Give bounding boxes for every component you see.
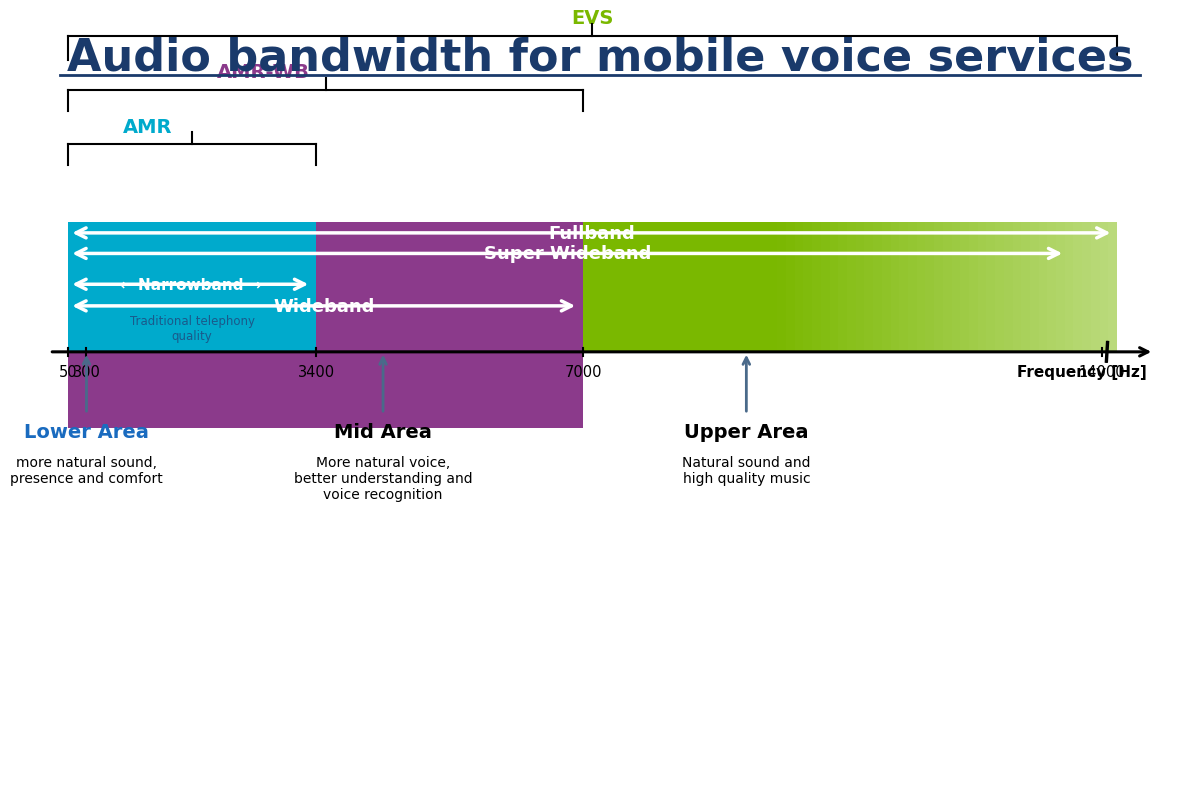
Bar [821, 223, 829, 352]
Bar [968, 223, 978, 352]
Text: 7000: 7000 [564, 364, 602, 379]
Bar [908, 223, 917, 352]
Bar [995, 223, 1004, 352]
Text: 300: 300 [72, 364, 101, 379]
Bar [829, 223, 839, 352]
Bar [68, 223, 583, 428]
Text: Audio bandwidth for mobile voice services: Audio bandwidth for mobile voice service… [67, 36, 1133, 79]
Text: Frequency [Hz]: Frequency [Hz] [1016, 364, 1147, 379]
Text: Natural sound and
high quality music: Natural sound and high quality music [682, 455, 810, 485]
Bar [68, 223, 317, 352]
Bar [899, 223, 908, 352]
Bar [1048, 223, 1056, 352]
Bar [1056, 223, 1064, 352]
Text: AMR: AMR [122, 117, 172, 136]
Bar [1039, 223, 1048, 352]
Text: Mid Area: Mid Area [334, 423, 432, 442]
Text: Lower Area: Lower Area [24, 423, 149, 442]
Bar [1021, 223, 1030, 352]
Text: Super Wideband: Super Wideband [484, 245, 650, 263]
Bar [960, 223, 968, 352]
Bar [978, 223, 986, 352]
Bar [812, 223, 821, 352]
Bar [917, 223, 925, 352]
Text: more natural sound,
presence and comfort: more natural sound, presence and comfort [10, 455, 163, 485]
Text: Traditional telephony
quality: Traditional telephony quality [130, 314, 254, 342]
Text: AMR-WB: AMR-WB [217, 63, 310, 83]
Bar [1030, 223, 1039, 352]
Bar [1099, 223, 1109, 352]
Text: Fullband: Fullband [548, 225, 635, 242]
Bar [1091, 223, 1099, 352]
Bar [943, 223, 952, 352]
Text: EVS: EVS [571, 10, 613, 28]
Bar [925, 223, 934, 352]
Bar [847, 223, 856, 352]
Bar [68, 223, 1117, 352]
Bar [1013, 223, 1021, 352]
Text: Wideband: Wideband [274, 298, 374, 315]
Bar [786, 223, 794, 352]
Text: 3400: 3400 [298, 364, 335, 379]
Bar [934, 223, 943, 352]
Text: 14000: 14000 [1079, 364, 1126, 379]
Bar [874, 223, 882, 352]
Bar [804, 223, 812, 352]
Bar [1109, 223, 1117, 352]
Bar [856, 223, 864, 352]
Bar [768, 223, 778, 352]
Bar [952, 223, 960, 352]
Bar [794, 223, 804, 352]
Bar [986, 223, 995, 352]
Bar [1064, 223, 1074, 352]
Bar [890, 223, 899, 352]
Bar [1074, 223, 1082, 352]
Bar [882, 223, 890, 352]
Bar [778, 223, 786, 352]
Bar [839, 223, 847, 352]
Text: More natural voice,
better understanding and
voice recognition: More natural voice, better understanding… [294, 455, 473, 501]
Bar [1082, 223, 1091, 352]
Bar [1004, 223, 1013, 352]
Text: Upper Area: Upper Area [684, 423, 809, 442]
Text: ← Narrowband →: ← Narrowband → [120, 277, 262, 293]
Text: 50: 50 [59, 364, 77, 379]
Bar [864, 223, 874, 352]
